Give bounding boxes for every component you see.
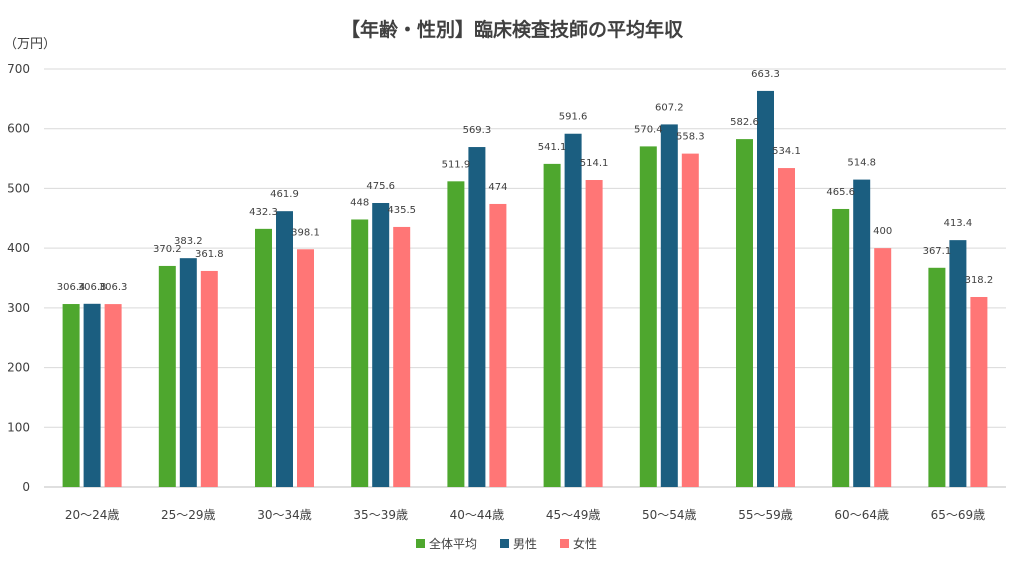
bars [62, 90, 988, 488]
bar [660, 124, 678, 487]
data-label: 534.1 [772, 146, 801, 157]
data-label: 607.2 [655, 102, 684, 113]
bar [351, 219, 369, 488]
x-tick-label: 40～44歳 [450, 508, 505, 522]
x-tick-label: 30～34歳 [257, 508, 312, 522]
bar [276, 211, 293, 487]
bar [83, 303, 101, 487]
bar [949, 240, 967, 487]
bar [297, 249, 314, 487]
bar [681, 153, 699, 487]
data-label: 306.8 [78, 282, 107, 293]
x-tick-label: 20～24歳 [65, 508, 120, 522]
y-axis-unit: （万円） [4, 37, 56, 52]
bar [200, 270, 218, 487]
data-label: 558.3 [676, 132, 705, 143]
data-label: 361.8 [195, 249, 224, 260]
legend-label: 男性 [513, 537, 537, 551]
data-label: 432.3 [249, 207, 278, 218]
data-label: 367.1 [923, 246, 952, 257]
y-tick-label: 200 [7, 361, 30, 375]
bar [874, 248, 892, 487]
bar [447, 181, 465, 487]
data-label: 511.9 [442, 159, 471, 170]
y-tick-label: 0 [22, 480, 30, 494]
legend-label: 全体平均 [429, 536, 477, 551]
bar [564, 133, 582, 487]
data-label: 582.6 [730, 117, 759, 128]
data-label: 383.2 [174, 236, 203, 247]
data-label: 400 [873, 226, 892, 237]
bar [778, 168, 795, 488]
data-label: 370.2 [153, 244, 182, 255]
data-label: 569.3 [463, 125, 492, 136]
legend-swatch [416, 539, 425, 548]
data-label: 306.4 [57, 282, 86, 293]
y-axis-ticks: 0 100 200 300 400 500 600 700 [7, 62, 30, 494]
data-label: 541.1 [538, 142, 567, 153]
bar [585, 180, 603, 487]
data-label: 448 [350, 197, 369, 208]
data-label: 398.1 [291, 227, 320, 238]
data-label: 591.6 [559, 112, 588, 123]
bar [62, 304, 80, 487]
bar [639, 146, 657, 487]
bar [736, 139, 753, 488]
chart-title: 【年齢・性別】臨床検査技師の平均年収 [341, 18, 684, 41]
bar [468, 147, 486, 487]
bar [832, 208, 850, 488]
bar [104, 304, 122, 487]
bar [757, 90, 774, 487]
x-tick-label: 35～39歳 [353, 508, 408, 522]
bar [489, 203, 507, 487]
bar [543, 163, 561, 488]
data-label: 474 [488, 182, 507, 193]
bar [970, 296, 988, 487]
x-tick-label: 60～64歳 [834, 508, 889, 522]
x-tick-label: 65～69歳 [931, 508, 986, 522]
data-label: 318.2 [965, 275, 994, 286]
y-tick-label: 400 [7, 241, 30, 255]
legend-label: 女性 [573, 536, 597, 551]
y-tick-label: 300 [7, 301, 30, 315]
bar [158, 265, 176, 487]
data-label: 475.6 [366, 181, 395, 192]
data-label: 461.9 [270, 189, 299, 200]
data-label: 413.4 [944, 218, 973, 229]
legend-swatch [560, 539, 569, 548]
x-tick-label: 55～59歳 [738, 508, 793, 522]
bar [928, 267, 946, 487]
legend-swatch [500, 539, 509, 548]
legend: 全体平均 男性 女性 [416, 536, 597, 551]
data-label: 514.8 [847, 158, 876, 169]
bar [255, 228, 272, 487]
y-tick-label: 100 [7, 420, 30, 434]
y-tick-label: 700 [7, 62, 30, 76]
y-tick-label: 500 [7, 181, 30, 195]
x-tick-label: 50～54歳 [642, 508, 697, 522]
y-tick-label: 600 [7, 122, 30, 136]
bar [179, 258, 197, 487]
data-label: 435.5 [387, 205, 416, 216]
bar [372, 202, 390, 488]
data-label: 306.3 [99, 282, 128, 293]
data-label: 663.3 [751, 69, 780, 80]
data-label: 465.6 [826, 187, 855, 198]
data-label: 514.1 [580, 158, 609, 169]
bar [393, 226, 411, 488]
x-tick-label: 45～49歳 [546, 508, 601, 522]
data-label: 570.4 [634, 124, 663, 135]
x-axis-ticks: 20～24歳 25～29歳 30～34歳 35～39歳 40～44歳 45～49歳 50～5… [65, 508, 985, 522]
x-tick-label: 25～29歳 [161, 508, 216, 522]
bar [853, 179, 871, 487]
